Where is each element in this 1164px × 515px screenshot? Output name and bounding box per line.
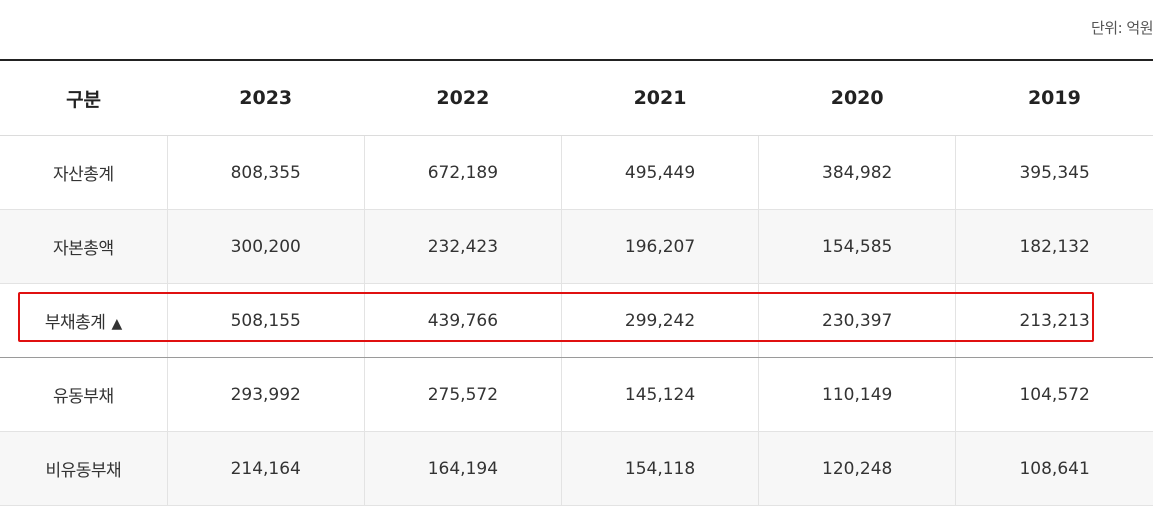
table-cell: 108,641 [955, 431, 1153, 506]
table-row-total-liabilities[interactable]: 부채총계 ▲ 508,155 439,766 299,242 230,397 21… [0, 283, 1153, 358]
row-label-expandable[interactable]: 부채총계 ▲ [0, 283, 168, 358]
table-cell: 213,213 [955, 283, 1153, 358]
header-year-2021: 2021 [561, 59, 759, 136]
table-cell: 230,397 [758, 283, 956, 358]
table-cell: 196,207 [560, 209, 759, 284]
table-cell: 120,248 [758, 431, 956, 506]
table-header-row: 구분 2023 2022 2021 2020 2019 [0, 59, 1153, 136]
table-cell: 508,155 [166, 283, 365, 358]
table-cell: 182,132 [955, 209, 1153, 284]
unit-label: 단위: 억원 [1090, 19, 1154, 37]
table-cell: 164,194 [363, 431, 562, 506]
table-cell: 299,242 [560, 283, 759, 358]
table-cell: 495,449 [560, 135, 759, 210]
row-label: 유동부채 [0, 357, 168, 432]
table-cell: 275,572 [363, 357, 562, 432]
row-label-text: 부채총계 [44, 313, 106, 333]
header-year-2020: 2020 [758, 59, 956, 136]
table-cell: 300,200 [166, 209, 365, 284]
row-label: 비유동부채 [0, 431, 168, 506]
table-row-total-assets: 자산총계 808,355 672,189 495,449 384,982 395… [0, 135, 1153, 210]
table-cell: 395,345 [955, 135, 1153, 210]
triangle-up-icon[interactable]: ▲ [111, 316, 122, 332]
table-cell: 110,149 [758, 357, 956, 432]
row-label: 자산총계 [0, 135, 168, 210]
table-row-current-liabilities: 유동부채 293,992 275,572 145,124 110,149 104… [0, 357, 1153, 432]
financial-table: 구분 2023 2022 2021 2020 2019 자산총계 808,355… [0, 59, 1153, 506]
header-year-2022: 2022 [364, 59, 562, 136]
header-year-2019: 2019 [955, 59, 1153, 136]
table-row-total-equity: 자본총액 300,200 232,423 196,207 154,585 182… [0, 209, 1153, 284]
table-cell: 154,585 [758, 209, 956, 284]
table-row-noncurrent-liabilities: 비유동부채 214,164 164,194 154,118 120,248 10… [0, 431, 1153, 506]
table-cell: 439,766 [363, 283, 562, 358]
table-cell: 672,189 [363, 135, 562, 210]
table-cell: 384,982 [758, 135, 956, 210]
table-cell: 232,423 [363, 209, 562, 284]
table-cell: 214,164 [166, 431, 365, 506]
table-cell: 808,355 [166, 135, 365, 210]
table-cell: 293,992 [166, 357, 365, 432]
row-label: 자본총액 [0, 209, 168, 284]
header-year-2023: 2023 [167, 59, 365, 136]
table-cell: 145,124 [560, 357, 759, 432]
header-category: 구분 [0, 59, 168, 136]
table-cell: 104,572 [955, 357, 1153, 432]
table-cell: 154,118 [560, 431, 759, 506]
